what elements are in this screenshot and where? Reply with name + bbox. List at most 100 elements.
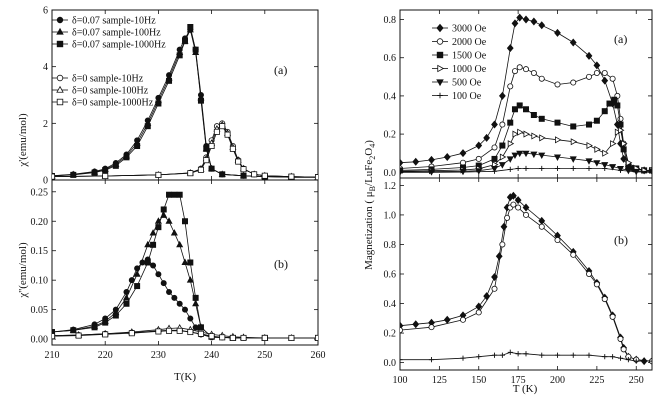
- data-point: [530, 112, 537, 119]
- ticks: 100 125 150 175 200 225 250 0.0 0.2 0.4 0.6 0.8 1.0 1…: [384, 178, 652, 386]
- data-point: [586, 352, 592, 358]
- data-point: [155, 100, 162, 107]
- data-point: [229, 334, 236, 341]
- legend-marker: [56, 16, 64, 24]
- data-point: [510, 191, 517, 200]
- right-ylabel: Magnetization ( μB/LuFe2O4): [363, 140, 377, 270]
- data-point: [514, 196, 522, 205]
- legend-entry: 2000 Oe: [452, 37, 487, 48]
- legend-entry: 1000 Oe: [452, 64, 487, 75]
- x-tick-label: 100: [393, 375, 408, 386]
- data-point: [586, 73, 593, 80]
- data-point: [52, 333, 56, 340]
- data-point: [475, 309, 482, 316]
- data-point: [516, 13, 524, 22]
- y-tick-label: 2: [43, 119, 48, 130]
- data-point: [224, 131, 231, 138]
- data-point: [633, 358, 639, 364]
- data-point: [219, 334, 226, 341]
- data-point: [516, 64, 523, 71]
- series-line: [52, 122, 318, 178]
- series-4: [52, 120, 318, 180]
- y-tick-label: 0.2: [384, 329, 397, 340]
- data-point: [235, 158, 242, 165]
- data-point: [617, 115, 624, 122]
- data-point: [123, 300, 130, 307]
- y-tick-label: 0.05: [31, 305, 49, 316]
- series-line: [52, 330, 318, 339]
- data-point: [428, 169, 435, 175]
- y-tick-label: 0.00: [31, 335, 49, 346]
- data-point: [187, 329, 194, 336]
- legend-marker: [436, 23, 444, 33]
- data-point: [176, 240, 184, 248]
- data-point: [570, 352, 576, 358]
- data-point: [166, 288, 173, 295]
- data-point: [144, 259, 151, 266]
- data-point: [506, 156, 514, 163]
- x-tick-label: 250: [629, 375, 644, 386]
- data-point: [208, 333, 215, 340]
- data-point: [511, 19, 519, 28]
- data-point: [523, 106, 530, 113]
- data-point: [112, 162, 119, 169]
- panel-label-right-b: (b): [614, 233, 628, 247]
- data-point: [314, 334, 318, 341]
- data-point: [507, 166, 513, 173]
- data-point: [102, 173, 109, 180]
- data-point: [412, 320, 420, 329]
- data-point: [229, 145, 236, 152]
- data-point: [523, 351, 529, 357]
- x-tick-label: 125: [432, 375, 447, 386]
- data-point: [144, 123, 151, 130]
- data-point: [240, 334, 247, 341]
- data-point: [70, 327, 77, 334]
- data-point: [523, 130, 530, 138]
- data-point: [102, 167, 109, 174]
- y-tick-label: 1.2: [384, 181, 397, 192]
- y-tick-label: 0.6: [384, 53, 397, 64]
- series-line: [52, 214, 318, 339]
- data-point: [261, 172, 268, 179]
- series-line: [400, 195, 652, 362]
- data-point: [614, 102, 621, 109]
- chart-panel-1: 210 220 230 240 250 260 0.00 0.05 0.10 0.15 0.20 0.…: [31, 179, 326, 361]
- left-ylabel-bottom: χ''(emu/mol): [17, 242, 29, 299]
- data-point: [530, 151, 538, 159]
- data-point: [499, 153, 507, 161]
- data-point: [593, 281, 600, 288]
- data-point: [400, 158, 404, 167]
- data-point: [170, 229, 178, 236]
- data-point: [522, 203, 530, 212]
- data-point: [606, 100, 613, 107]
- data-point: [166, 77, 173, 84]
- data-point: [538, 21, 546, 30]
- data-point: [498, 162, 506, 169]
- data-point: [150, 241, 157, 248]
- data-point: [522, 15, 530, 24]
- data-point: [160, 206, 167, 213]
- series-line: [400, 204, 652, 362]
- data-point: [601, 108, 608, 115]
- series-3: [52, 120, 318, 180]
- series-group: [400, 13, 652, 176]
- data-point: [123, 154, 130, 161]
- data-point: [208, 142, 215, 149]
- data-point: [507, 83, 514, 90]
- data-point: [261, 334, 268, 341]
- legend-entry: δ=0.07 sample-100Hz: [72, 28, 161, 39]
- data-point: [516, 150, 524, 158]
- data-point: [593, 160, 601, 167]
- data-point: [539, 134, 546, 142]
- data-point: [510, 201, 517, 208]
- data-point: [491, 120, 498, 129]
- left-xlabel: T(K): [174, 371, 196, 383]
- data-point: [475, 155, 482, 162]
- panel-label-left-a: (a): [274, 63, 287, 77]
- data-point: [499, 121, 506, 128]
- data-point: [554, 81, 561, 88]
- data-point: [144, 240, 152, 248]
- series-5: [52, 327, 318, 341]
- series-line: [52, 194, 318, 339]
- data-point: [602, 165, 608, 172]
